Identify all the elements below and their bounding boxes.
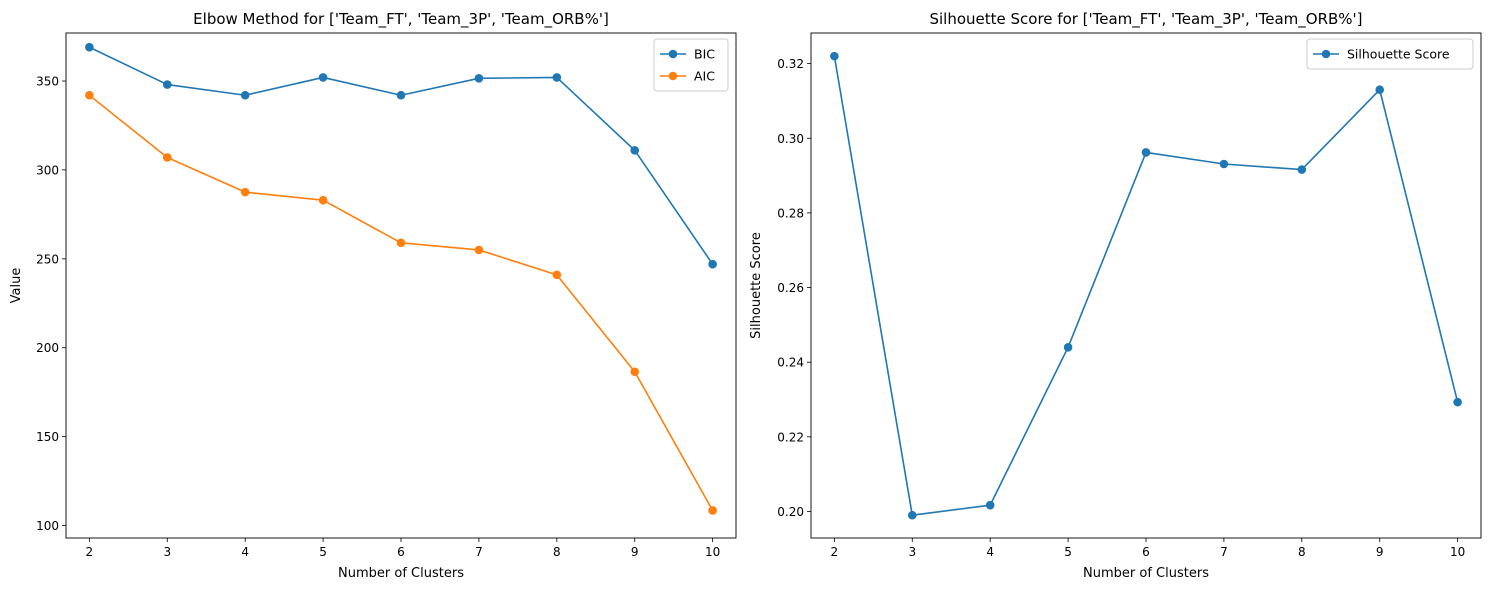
data-point <box>907 510 917 520</box>
data-point <box>240 187 250 197</box>
data-point <box>1141 148 1151 157</box>
x-tick-label: 3 <box>908 545 916 559</box>
data-point <box>1063 342 1073 352</box>
data-point <box>708 506 717 515</box>
data-point <box>552 73 562 82</box>
chart-title: Elbow Method for ['Team_FT', 'Team_3P', … <box>193 10 609 29</box>
x-tick-label: 4 <box>241 545 249 559</box>
y-tick-label: 150 <box>36 430 59 444</box>
y-axis-label: Value <box>9 268 24 304</box>
data-point <box>318 73 328 82</box>
legend-label: BIC <box>694 47 715 62</box>
legend-box <box>653 38 729 92</box>
x-tick-label: 5 <box>319 545 327 559</box>
y-tick-label: 0.26 <box>777 281 804 295</box>
legend: BIC AIC <box>653 38 729 92</box>
data-point <box>1453 397 1462 407</box>
series-line-aic <box>88 94 714 511</box>
data-point <box>1375 85 1385 95</box>
plot-frame <box>810 32 1482 539</box>
y-tick-label: 0.32 <box>777 57 804 71</box>
x-tick-label: 3 <box>163 545 171 559</box>
legend-marker <box>668 71 678 81</box>
legend: Silhouette Score <box>1306 38 1474 70</box>
x-tick-label: 5 <box>1064 545 1072 559</box>
data-point <box>630 367 640 377</box>
x-tick-label: 8 <box>1298 545 1306 559</box>
y-axis-label: Silhouette Score <box>749 232 764 339</box>
y-tick-label: 0.28 <box>777 206 804 220</box>
data-point <box>85 42 94 52</box>
legend-label: AIC <box>694 69 715 84</box>
data-point <box>162 80 172 89</box>
x-tick-label: 9 <box>1376 545 1384 559</box>
legend-marker <box>668 49 678 59</box>
data-point <box>318 195 328 205</box>
chart-panel-2: Silhouette Score for ['Team_FT', 'Team_3… <box>749 10 1482 581</box>
chart-panel-1: Elbow Method for ['Team_FT', 'Team_3P', … <box>9 10 737 581</box>
data-point <box>474 74 484 83</box>
x-tick-label: 2 <box>86 545 94 559</box>
data-point <box>396 238 406 248</box>
x-tick-label: 10 <box>1450 545 1465 559</box>
x-tick-label: 4 <box>986 545 994 559</box>
x-tick-label: 7 <box>1220 545 1228 559</box>
x-tick-label: 2 <box>831 545 839 559</box>
y-tick-label: 0.30 <box>777 132 804 146</box>
x-tick-label: 6 <box>397 545 405 559</box>
data-point <box>85 90 94 100</box>
data-point <box>985 500 995 510</box>
y-tick-label: 200 <box>36 341 59 355</box>
plot-frame <box>65 32 737 539</box>
data-point <box>1297 165 1307 174</box>
data-point <box>708 259 717 269</box>
legend-label: Silhouette Score <box>1347 47 1450 62</box>
y-tick-label: 0.22 <box>777 430 804 444</box>
data-point <box>474 245 484 255</box>
x-tick-label: 6 <box>1142 545 1150 559</box>
x-tick-label: 9 <box>631 545 639 559</box>
data-point <box>396 90 406 100</box>
data-point <box>552 270 562 280</box>
y-tick-label: 250 <box>36 252 59 266</box>
y-tick-label: 100 <box>36 519 59 533</box>
legend-box <box>1306 38 1474 70</box>
y-tick-label: 0.24 <box>777 356 804 370</box>
data-point <box>162 153 172 162</box>
y-tick-label: 350 <box>36 75 59 89</box>
y-tick-label: 300 <box>36 163 59 177</box>
data-point <box>630 146 640 155</box>
series-line-bic <box>89 46 714 265</box>
data-point <box>1219 159 1229 169</box>
x-tick-label: 7 <box>475 545 483 559</box>
data-point <box>830 51 839 61</box>
x-axis-label: Number of Clusters <box>338 566 464 581</box>
x-axis-label: Number of Clusters <box>1083 566 1209 581</box>
x-tick-label: 10 <box>705 545 720 559</box>
series-line-silhouette-score <box>833 56 1459 517</box>
x-tick-label: 8 <box>553 545 561 559</box>
data-point <box>240 90 250 100</box>
chart-title: Silhouette Score for ['Team_FT', 'Team_3… <box>929 10 1362 29</box>
legend-marker <box>1321 49 1331 59</box>
y-tick-label: 0.20 <box>777 505 804 519</box>
